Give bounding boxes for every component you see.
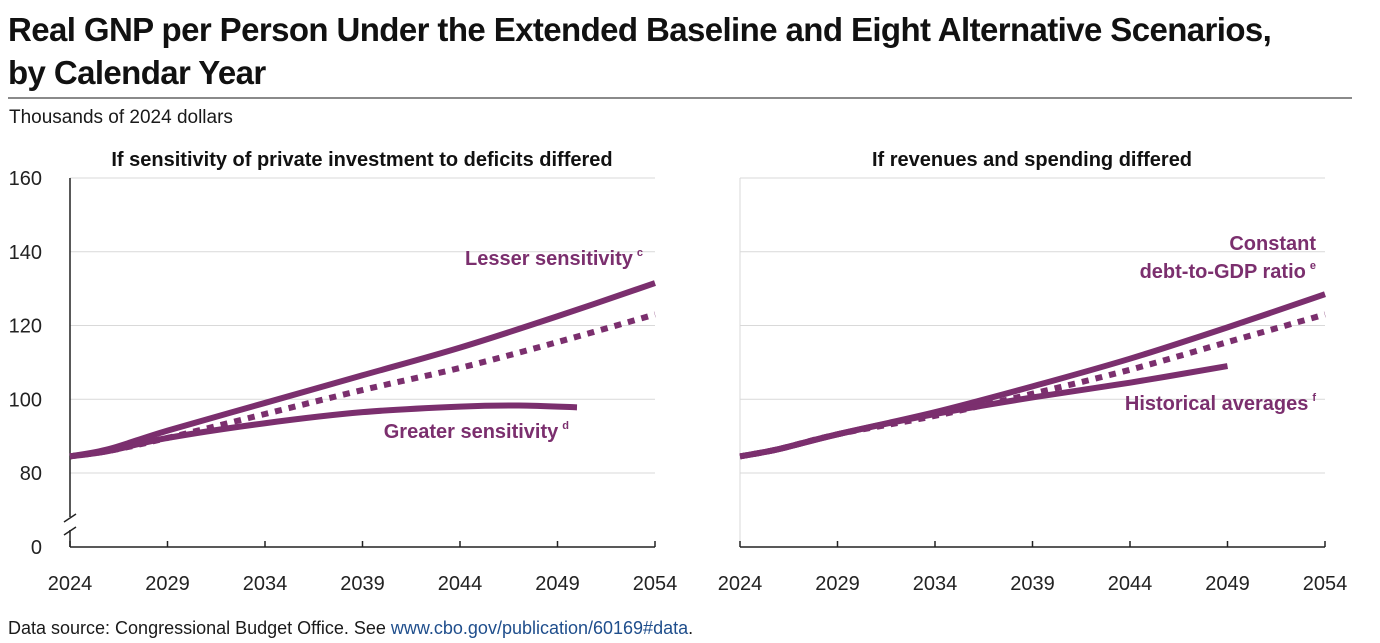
x-tick-label: 2029 bbox=[145, 573, 190, 595]
x-tick-label: 2044 bbox=[1108, 573, 1153, 595]
x-tick-label: 2049 bbox=[535, 573, 580, 595]
x-tick-label: 2054 bbox=[633, 573, 678, 595]
x-tick-label: 2034 bbox=[913, 573, 958, 595]
x-tick-label: 2044 bbox=[438, 573, 483, 595]
x-tick-label: 2054 bbox=[1303, 573, 1348, 595]
units-label: Thousands of 2024 dollars bbox=[9, 107, 233, 128]
y-tick-label: 160 bbox=[9, 168, 42, 190]
series-line bbox=[69, 402, 578, 460]
x-tick-label: 2024 bbox=[48, 573, 93, 595]
x-tick-label: 2039 bbox=[340, 573, 385, 595]
y-tick-label: 140 bbox=[9, 242, 42, 264]
x-tick-label: 2049 bbox=[1205, 573, 1250, 595]
axis-break-mark bbox=[63, 526, 77, 536]
y-tick-label: 120 bbox=[9, 316, 42, 338]
x-tick-label: 2034 bbox=[243, 573, 288, 595]
panel-title: If sensitivity of private investment to … bbox=[111, 149, 612, 171]
series-line bbox=[69, 280, 656, 460]
chart-title: Real GNP per Person Under the Extended B… bbox=[8, 8, 1348, 94]
series-label: Lesser sensitivity c bbox=[465, 247, 643, 270]
data-source-suffix: . bbox=[688, 618, 694, 638]
series-label: debt-to-GDP ratio e bbox=[1140, 260, 1316, 283]
panel-title: If revenues and spending differed bbox=[872, 149, 1192, 171]
series-footnote-marker: c bbox=[637, 247, 643, 259]
x-tick-label: 2024 bbox=[718, 573, 763, 595]
series-footnote-marker: e bbox=[1310, 260, 1316, 272]
x-tick-label: 2029 bbox=[815, 573, 860, 595]
panel-left: If sensitivity of private investment to … bbox=[9, 149, 678, 595]
series-footnote-marker: d bbox=[562, 420, 569, 432]
data-source-link[interactable]: www.cbo.gov/publication/60169#data bbox=[390, 618, 689, 638]
series-line bbox=[739, 363, 1229, 460]
series-label: Constant bbox=[1229, 233, 1316, 255]
series-label: Historical averages f bbox=[1125, 392, 1316, 415]
series-label: Greater sensitivity d bbox=[384, 420, 569, 443]
y-tick-label: 100 bbox=[9, 389, 42, 411]
chart-canvas: If sensitivity of private investment to … bbox=[9, 149, 1348, 595]
title-divider bbox=[8, 97, 1352, 99]
series-footnote-marker: f bbox=[1312, 392, 1316, 404]
data-source-prefix: Data source: Congressional Budget Office… bbox=[8, 618, 391, 638]
data-source-note: Data source: Congressional Budget Office… bbox=[8, 618, 693, 639]
axis-break-mark bbox=[63, 513, 77, 523]
series-line bbox=[739, 291, 1326, 460]
chart-title-line-2: by Calendar Year bbox=[8, 54, 266, 91]
x-tick-label: 2039 bbox=[1010, 573, 1055, 595]
y-tick-label: 80 bbox=[20, 463, 42, 485]
y-tick-label: 0 bbox=[31, 537, 42, 559]
panel-right: If revenues and spending differed 2024 202… bbox=[718, 149, 1348, 595]
chart-title-line-1: Real GNP per Person Under the Extended B… bbox=[8, 11, 1272, 48]
